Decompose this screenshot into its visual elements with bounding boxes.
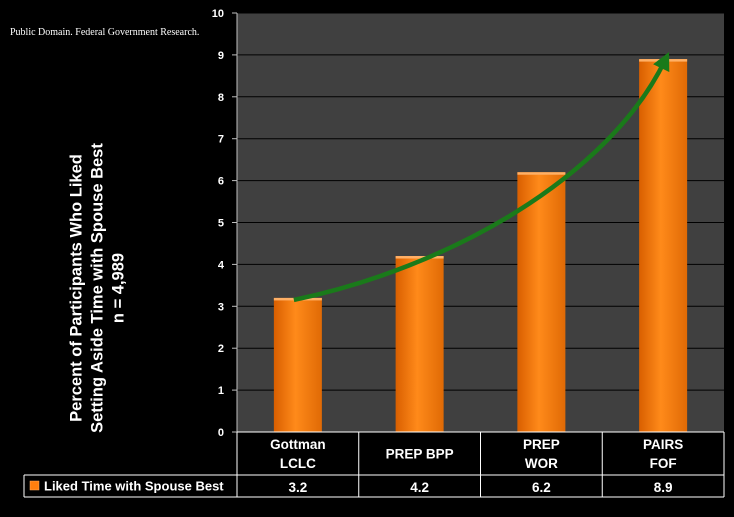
bar (517, 172, 566, 432)
x-tick-label: WOR (525, 456, 558, 471)
y-tick-label: 4 (218, 259, 225, 271)
bar-top-highlight (517, 172, 566, 175)
bar (395, 256, 444, 432)
legend-swatch (29, 480, 40, 491)
y-tick-label: 5 (218, 218, 224, 230)
y-tick-label: 7 (218, 134, 224, 146)
x-tick-label: PREP BPP (386, 447, 454, 462)
y-tick-label: 9 (218, 50, 224, 62)
data-table-value: 8.9 (654, 480, 673, 495)
x-tick-label: FOF (650, 456, 677, 471)
y-tick-label: 3 (218, 301, 224, 313)
data-table-value: 4.2 (410, 480, 429, 495)
y-tick-label: 8 (218, 92, 224, 104)
trend-arrow (293, 51, 670, 303)
y-tick-label: 1 (218, 385, 224, 397)
y-tick-label: 2 (218, 343, 224, 355)
bar-top-highlight (395, 256, 444, 259)
bar (639, 59, 688, 433)
x-tick-label: Gottman (270, 437, 326, 452)
data-table-value: 6.2 (532, 480, 551, 495)
bar (273, 297, 322, 432)
x-tick-label: PAIRS (643, 437, 683, 452)
attribution-text: Public Domain. Federal Government Resear… (10, 27, 200, 38)
x-tick-label: LCLC (280, 456, 316, 471)
y-tick-label: 6 (218, 176, 224, 188)
y-tick-label: 10 (212, 8, 224, 20)
data-table-value: 3.2 (288, 480, 307, 495)
legend-label: Liked Time with Spouse Best (44, 479, 224, 494)
x-tick-label: PREP (523, 437, 560, 452)
y-tick-label: 0 (218, 427, 224, 439)
